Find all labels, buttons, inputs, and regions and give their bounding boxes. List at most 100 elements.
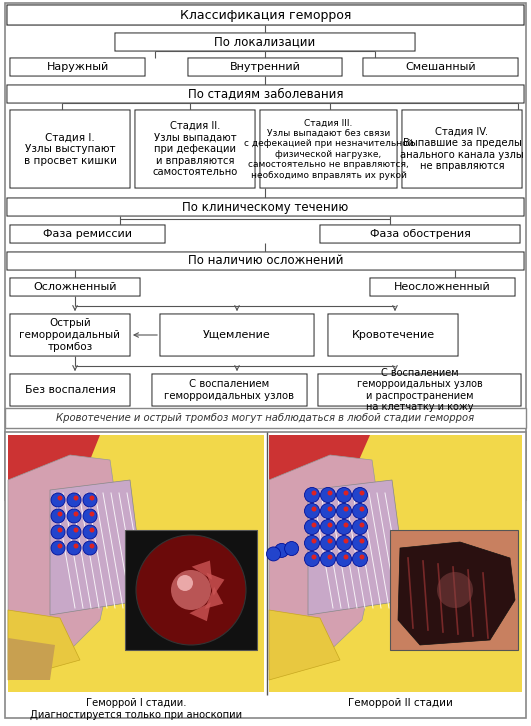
Circle shape: [321, 504, 336, 518]
FancyBboxPatch shape: [7, 85, 524, 103]
FancyBboxPatch shape: [5, 432, 526, 718]
Circle shape: [304, 520, 320, 534]
Circle shape: [337, 487, 352, 502]
Text: Фаза ремиссии: Фаза ремиссии: [43, 229, 132, 239]
Circle shape: [73, 528, 79, 532]
FancyBboxPatch shape: [7, 198, 524, 216]
Polygon shape: [207, 573, 225, 595]
FancyBboxPatch shape: [318, 374, 521, 406]
FancyBboxPatch shape: [402, 110, 522, 188]
Text: Острый
геморроидальный
тромбоз: Острый геморроидальный тромбоз: [20, 319, 121, 351]
FancyBboxPatch shape: [188, 58, 342, 76]
Circle shape: [312, 539, 316, 544]
Text: С воспалением
геморроидальных узлов
и распространением
на клетчатку и кожу: С воспалением геморроидальных узлов и ра…: [357, 367, 482, 412]
Text: По стадиям заболевания: По стадиям заболевания: [188, 88, 343, 100]
Text: Геморрой I стадии.
Диагностируется только при аноскопии: Геморрой I стадии. Диагностируется тольк…: [30, 698, 242, 719]
Text: По локализации: По локализации: [215, 36, 315, 49]
Text: Фаза обострения: Фаза обострения: [370, 229, 470, 239]
FancyBboxPatch shape: [5, 3, 526, 500]
Circle shape: [67, 525, 81, 539]
Polygon shape: [8, 435, 264, 692]
FancyBboxPatch shape: [370, 278, 515, 296]
Circle shape: [337, 536, 352, 550]
Circle shape: [90, 544, 95, 549]
Circle shape: [267, 547, 280, 561]
Text: Ущемление: Ущемление: [203, 330, 271, 340]
FancyBboxPatch shape: [10, 314, 130, 356]
FancyBboxPatch shape: [363, 58, 518, 76]
Circle shape: [83, 541, 97, 555]
Circle shape: [83, 509, 97, 523]
Circle shape: [344, 523, 348, 528]
Text: Наружный: Наружный: [46, 62, 109, 72]
Circle shape: [353, 536, 367, 550]
Text: Смешанный: Смешанный: [405, 62, 476, 72]
Circle shape: [57, 512, 63, 516]
FancyBboxPatch shape: [320, 225, 520, 243]
Circle shape: [90, 512, 95, 516]
Circle shape: [51, 541, 65, 555]
Circle shape: [90, 496, 95, 500]
Circle shape: [437, 572, 473, 608]
FancyBboxPatch shape: [7, 5, 524, 25]
Circle shape: [90, 528, 95, 532]
Polygon shape: [8, 455, 120, 670]
FancyBboxPatch shape: [5, 408, 526, 428]
Circle shape: [359, 523, 364, 528]
Circle shape: [353, 520, 367, 534]
Circle shape: [359, 507, 364, 512]
Circle shape: [312, 491, 316, 496]
Circle shape: [57, 496, 63, 500]
Text: Стадия III.
Узлы выпадают без связи
с дефекацией при незначительной
физической н: Стадия III. Узлы выпадают без связи с де…: [244, 118, 413, 179]
FancyBboxPatch shape: [260, 110, 397, 188]
Circle shape: [51, 509, 65, 523]
Text: Кровотечение и острый тромбоз могут наблюдаться в любой стадии геморроя: Кровотечение и острый тромбоз могут набл…: [56, 413, 474, 423]
Circle shape: [328, 491, 332, 496]
Circle shape: [51, 493, 65, 507]
Circle shape: [304, 536, 320, 550]
Circle shape: [73, 544, 79, 549]
Circle shape: [171, 570, 211, 610]
Circle shape: [337, 552, 352, 566]
FancyBboxPatch shape: [115, 33, 415, 51]
Polygon shape: [192, 560, 212, 579]
Circle shape: [328, 507, 332, 512]
Bar: [390, 530, 518, 650]
Circle shape: [312, 523, 316, 528]
Circle shape: [321, 536, 336, 550]
Circle shape: [136, 535, 246, 645]
Polygon shape: [398, 542, 515, 645]
Circle shape: [353, 487, 367, 502]
FancyBboxPatch shape: [10, 58, 145, 76]
Text: Классификация геморроя: Классификация геморроя: [180, 9, 351, 22]
Text: Стадия II.
Узлы выпадают
при дефекации
и вправляются
самостоятельно: Стадия II. Узлы выпадают при дефекации и…: [152, 121, 238, 177]
Circle shape: [51, 525, 65, 539]
Circle shape: [275, 544, 289, 558]
Circle shape: [67, 509, 81, 523]
Text: Внутренний: Внутренний: [229, 62, 301, 72]
Circle shape: [328, 539, 332, 544]
Polygon shape: [269, 610, 340, 680]
Text: Кровотечение: Кровотечение: [352, 330, 434, 340]
Circle shape: [57, 544, 63, 549]
Circle shape: [353, 552, 367, 566]
FancyBboxPatch shape: [10, 278, 140, 296]
FancyBboxPatch shape: [328, 314, 458, 356]
Polygon shape: [269, 435, 522, 692]
Text: Без воспаления: Без воспаления: [24, 385, 115, 395]
Text: Неосложненный: Неосложненный: [394, 282, 491, 292]
Circle shape: [285, 542, 298, 555]
Text: По клиническому течению: По клиническому течению: [182, 200, 349, 213]
Polygon shape: [205, 587, 223, 609]
Polygon shape: [8, 435, 100, 500]
Circle shape: [83, 493, 97, 507]
Text: Стадия IV.
Выпавшие за пределы
анального канала узлы
не вправляются: Стадия IV. Выпавшие за пределы анального…: [400, 126, 524, 171]
Circle shape: [359, 491, 364, 496]
Circle shape: [312, 507, 316, 512]
Circle shape: [359, 539, 364, 544]
Text: С воспалением
геморроидальных узлов: С воспалением геморроидальных узлов: [165, 379, 295, 401]
FancyBboxPatch shape: [10, 110, 130, 188]
Circle shape: [177, 575, 193, 591]
Polygon shape: [190, 603, 211, 621]
Circle shape: [67, 493, 81, 507]
